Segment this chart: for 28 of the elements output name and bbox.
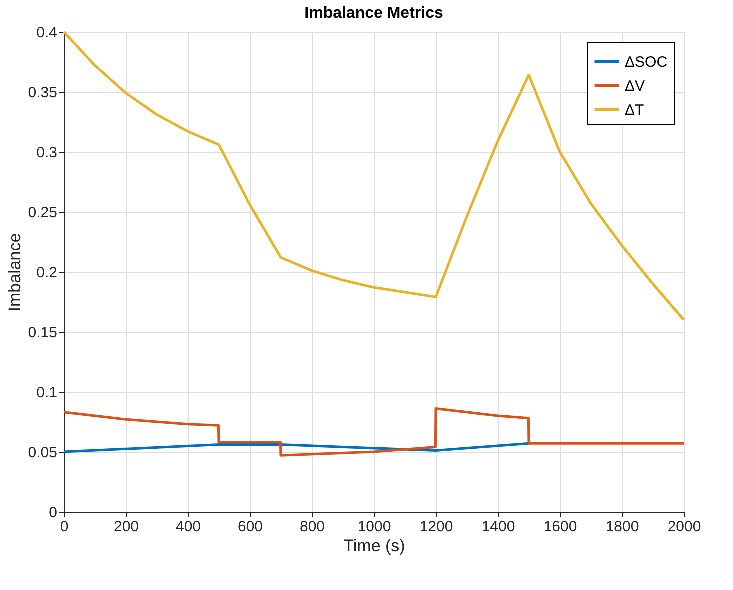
y-tick-label: 0.05 <box>28 444 58 462</box>
x-tick-label: 400 <box>176 518 202 536</box>
line-series <box>62 442 530 454</box>
y-tick-label: 0.35 <box>28 84 58 102</box>
x-tick-label: 800 <box>300 518 326 536</box>
legend-label: ΔV <box>625 78 646 95</box>
y-tick-label: 0.4 <box>36 24 58 42</box>
x-tick-label: 2000 <box>668 518 702 536</box>
y-tick-label: 0 <box>49 504 58 522</box>
y-tick-label: 0.1 <box>36 384 58 402</box>
x-axis-title: Time (s) <box>344 536 406 556</box>
x-tick-label: 1800 <box>606 518 640 536</box>
line-series <box>62 408 686 457</box>
y-tick-label: 0.2 <box>36 264 58 282</box>
y-tick-label: 0.15 <box>28 324 58 342</box>
y-tick-label: 0.25 <box>28 204 58 222</box>
x-tick-label: 1000 <box>358 518 392 536</box>
x-tick-label: 1200 <box>420 518 454 536</box>
chart-title: Imbalance Metrics <box>304 5 444 22</box>
y-axis-title: Imbalance <box>5 233 24 312</box>
x-tick-label: 1600 <box>544 518 578 536</box>
x-tick-label: 1400 <box>482 518 516 536</box>
legend-label: ΔSOC <box>625 54 668 71</box>
x-tick-label: 200 <box>114 518 140 536</box>
legend-label: ΔT <box>625 102 644 119</box>
x-tick-label: 0 <box>60 518 69 536</box>
y-tick-label: 0.3 <box>36 144 58 162</box>
x-tick-label: 600 <box>238 518 264 536</box>
